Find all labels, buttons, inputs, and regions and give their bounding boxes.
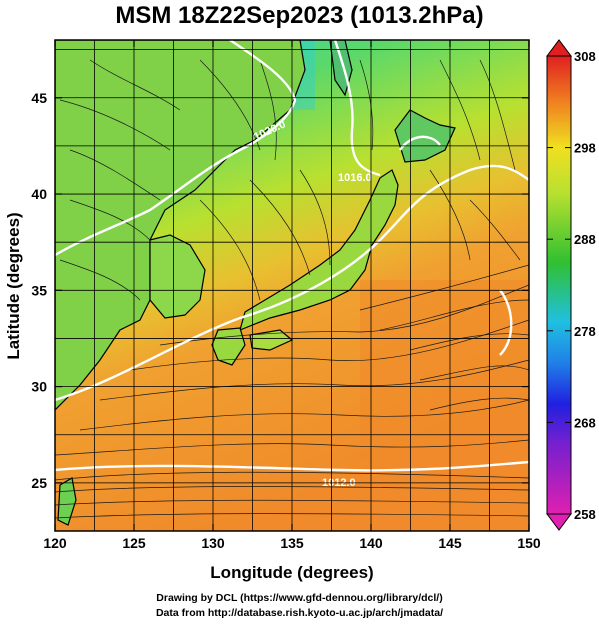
map-title: MSM 18Z22Sep2023 (1013.2hPa) xyxy=(115,2,484,29)
y-tick-label: 45 xyxy=(31,90,47,106)
landmass-asia xyxy=(55,40,306,411)
colorbar-tick-label: 288 xyxy=(574,232,596,247)
colorbar-top-arrow xyxy=(546,39,572,57)
warm-pool xyxy=(360,280,529,460)
colorbar-tick-label: 308 xyxy=(574,49,596,64)
y-tick-label: 35 xyxy=(31,282,47,298)
pressure-isobars xyxy=(55,40,529,472)
y-tick-label: 30 xyxy=(31,379,47,395)
landmass-shikoku xyxy=(249,329,294,351)
isobar-label: 1016.0 xyxy=(338,172,372,184)
colorbar-bottom-arrow xyxy=(546,513,572,531)
colorbar-body xyxy=(546,55,572,515)
x-tick-label: 145 xyxy=(438,535,462,551)
colorbar: 258 268 278 288 298 308 xyxy=(546,39,596,531)
x-tick-label: 150 xyxy=(517,535,541,551)
landmass-korea xyxy=(149,234,206,319)
colorbar-tick-label: 268 xyxy=(574,415,596,430)
x-axis-ticks: 120 125 130 135 140 145 150 xyxy=(43,40,541,551)
y-tick-label: 25 xyxy=(31,475,47,491)
y-tick-label: 40 xyxy=(31,186,47,202)
x-axis-label: Longitude (degrees) xyxy=(210,563,373,582)
colorbar-tick-label: 298 xyxy=(574,141,596,156)
landmass-taiwan xyxy=(57,477,77,526)
x-tick-label: 140 xyxy=(359,535,383,551)
x-tick-label: 125 xyxy=(122,535,146,551)
y-axis-label: Latitude (degrees) xyxy=(4,212,23,359)
colorbar-tick-label: 278 xyxy=(574,324,596,339)
map-gridlines xyxy=(55,40,529,531)
x-tick-label: 130 xyxy=(201,535,225,551)
colorbar-tick-label: 258 xyxy=(574,507,596,522)
y-axis-ticks: 25 30 35 40 45 xyxy=(31,90,529,491)
credit-data: Data from http://database.rish.kyoto-u.a… xyxy=(155,607,444,619)
x-tick-label: 120 xyxy=(43,535,67,551)
credit-drawing: Drawing by DCL (https://www.gfd-dennou.o… xyxy=(156,592,443,604)
x-tick-label: 135 xyxy=(280,535,304,551)
